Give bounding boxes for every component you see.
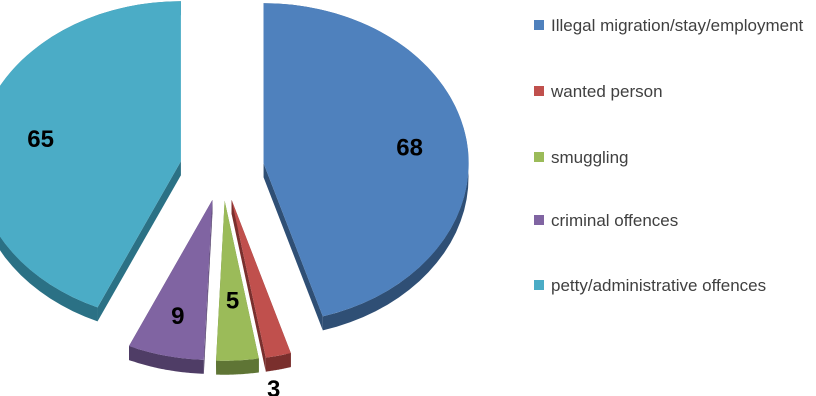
pie-slice-side-criminal-offences <box>129 346 204 374</box>
pie-slice-top-smuggling <box>216 200 259 361</box>
legend-swatch-petty-offences <box>534 280 544 290</box>
legend-item-criminal-offences: criminal offences <box>534 209 813 232</box>
legend-label-petty-offences: petty/administrative offences <box>551 276 767 295</box>
pie-slice-wanted-person <box>231 199 291 372</box>
pie-slice-top-wanted-person <box>231 199 291 358</box>
legend-item-wanted-person: wanted person <box>534 80 813 103</box>
pie-slice-wall-criminal-offences-0 <box>203 199 213 374</box>
pie-slice-wall-wanted-person-1 <box>231 199 266 372</box>
legend-swatch-smuggling <box>534 152 544 162</box>
data-label-smuggling: 5 <box>226 288 239 315</box>
legend-item-illegal-migration: Illegal migration/stay/employment <box>534 14 813 37</box>
legend-item-petty-offences: petty/administrative offences <box>534 274 813 297</box>
pie-slice-criminal-offences <box>129 199 213 374</box>
data-label-criminal-offences: 9 <box>171 303 184 330</box>
legend-label-wanted-person: wanted person <box>551 82 663 101</box>
pie-slice-side-smuggling <box>216 358 259 375</box>
legend-swatch-wanted-person <box>534 86 544 96</box>
pie-slice-smuggling <box>216 200 259 375</box>
pie-slice-wall-illegal-migration-1 <box>263 163 323 331</box>
pie-slice-top-illegal-migration <box>263 3 469 317</box>
pie-slice-top-criminal-offences <box>129 199 213 360</box>
legend-item-smuggling: smuggling <box>534 146 813 169</box>
legend-label-smuggling: smuggling <box>551 148 629 167</box>
legend-swatch-criminal-offences <box>534 215 544 225</box>
legend-label-criminal-offences: criminal offences <box>551 211 679 230</box>
pie-slice-side-wanted-person <box>265 353 291 372</box>
pie-slice-top-petty-offences <box>0 1 181 308</box>
pie-slice-wall-petty-offences-0 <box>97 161 181 322</box>
pie-slice-illegal-migration <box>263 3 469 331</box>
legend-swatch-illegal-migration <box>534 20 544 30</box>
pie-slice-petty-offences <box>0 1 181 322</box>
legend-label-illegal-migration: Illegal migration/stay/employment <box>551 16 804 35</box>
data-label-wanted-person: 3 <box>267 376 280 396</box>
data-label-petty-offences: 65 <box>27 126 54 153</box>
data-label-illegal-migration: 68 <box>396 134 423 161</box>
